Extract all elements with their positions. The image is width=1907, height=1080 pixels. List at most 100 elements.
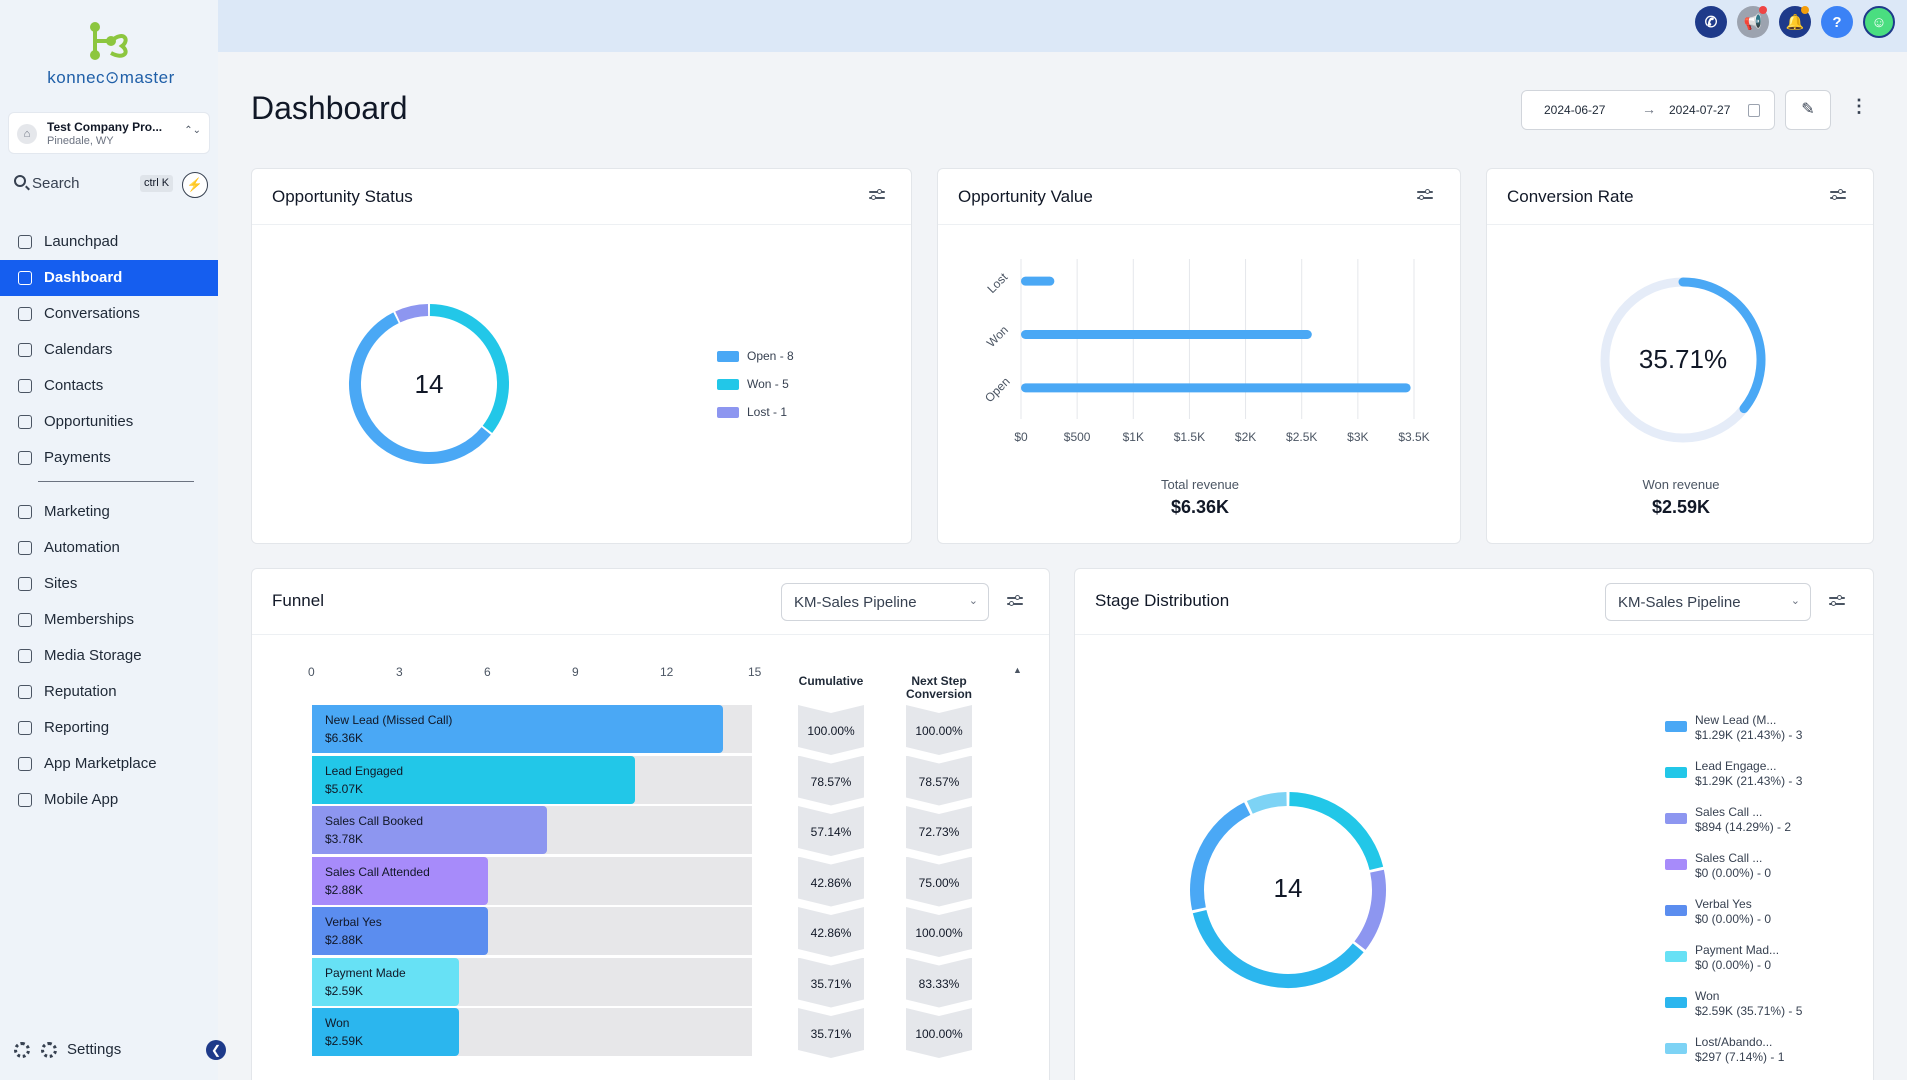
legend-label: Won $2.59K (35.71%) - 5 [1695, 989, 1802, 1019]
funnel-row[interactable]: Payment Made $2.59K [312, 957, 752, 1006]
bar-lost[interactable] [1021, 276, 1055, 286]
sidebar-item-label: Sites [44, 575, 78, 592]
arrow-right-icon: → [1642, 101, 1656, 117]
funnel-row[interactable]: Won $2.59K [312, 1008, 752, 1056]
collapse-sidebar-button[interactable]: ❮ [206, 1040, 226, 1060]
stage-legend-item[interactable]: Verbal Yes $0 (0.00%) - 0 [1665, 897, 1771, 927]
donut-segment[interactable] [349, 312, 491, 464]
sidebar-item-mobile-app[interactable]: Mobile App [0, 782, 218, 818]
stage-legend-item[interactable]: Payment Mad... $0 (0.00%) - 0 [1665, 943, 1779, 973]
funnel-pipeline-select[interactable]: KM-Sales Pipeline ⌄ [781, 583, 989, 621]
sidebar-item-memberships[interactable]: Memberships [0, 602, 218, 638]
sidebar-item-reputation[interactable]: Reputation [0, 674, 218, 710]
x-tick-label: $500 [1064, 430, 1091, 444]
bell-icon[interactable]: 🔔 [1779, 6, 1811, 38]
donut-segment[interactable] [1190, 802, 1251, 911]
legend-swatch [717, 407, 739, 418]
next-step-value: 72.73% [918, 825, 960, 839]
chat-icon [18, 307, 32, 321]
sidebar-item-marketing[interactable]: Marketing [0, 494, 218, 530]
star-icon [18, 685, 32, 699]
stage-pipeline-select[interactable]: KM-Sales Pipeline ⌄ [1605, 583, 1811, 621]
payments-icon [18, 451, 32, 465]
user-avatar[interactable]: ☺ [1863, 6, 1895, 38]
sidebar-item-contacts[interactable]: Contacts [0, 368, 218, 404]
conversion-rate-value: 35.71% [1638, 344, 1728, 374]
filter-settings-icon[interactable] [1007, 595, 1023, 609]
funnel-row[interactable]: Sales Call Booked $3.78K [312, 806, 752, 854]
sidebar-item-calendars[interactable]: Calendars [0, 332, 218, 368]
legend-item[interactable]: Open - 8 [717, 349, 794, 363]
next-step-cell: 100.00% [906, 907, 972, 957]
sidebar-item-reporting[interactable]: Reporting [0, 710, 218, 746]
opportunity-value-card: Opportunity Value $0 $500 $1K $1.5K $2K $2.5K… [937, 168, 1461, 544]
edit-dashboard-button[interactable]: ✎ [1785, 90, 1831, 130]
announcement-icon[interactable]: 📢 [1737, 6, 1769, 38]
sidebar-item-sites[interactable]: Sites [0, 566, 218, 602]
filter-settings-icon[interactable] [1417, 189, 1433, 203]
stage-legend-item[interactable]: New Lead (M... $1.29K (21.43%) - 3 [1665, 713, 1802, 743]
donut-segment[interactable] [1246, 792, 1287, 814]
legend-item[interactable]: Won - 5 [717, 377, 789, 391]
stage-legend-item[interactable]: Sales Call ... $0 (0.00%) - 0 [1665, 851, 1771, 881]
stage-legend-item[interactable]: Won $2.59K (35.71%) - 5 [1665, 989, 1802, 1019]
next-step-cell: 100.00% [906, 1008, 972, 1058]
sidebar-item-opportunities[interactable]: Opportunities [0, 404, 218, 440]
sidebar-item-label: Automation [44, 539, 120, 556]
sidebar-item-label: Media Storage [44, 647, 142, 664]
quick-action-bolt-icon[interactable]: ⚡ [182, 172, 208, 198]
funnel-bar: Sales Call Booked $3.78K [312, 806, 547, 854]
donut-segment[interactable] [1192, 909, 1364, 988]
stage-legend-item[interactable]: Lead Engage... $1.29K (21.43%) - 3 [1665, 759, 1802, 789]
filter-settings-icon[interactable] [1829, 595, 1845, 609]
brand-logo[interactable]: konnec⊙master [36, 18, 186, 90]
settings-link[interactable]: Settings [14, 1038, 214, 1062]
sidebar-item-conversations[interactable]: Conversations [0, 296, 218, 332]
date-range-picker[interactable]: 2024-06-27 → 2024-07-27 [1521, 90, 1775, 130]
x-tick-label: $2K [1235, 430, 1256, 444]
bar-open[interactable] [1021, 383, 1411, 393]
donut-segment[interactable] [1289, 792, 1384, 871]
won-revenue-label: Won revenue [1642, 477, 1720, 492]
x-tick-label: $3K [1347, 430, 1368, 444]
funnel-stage-value: $3.78K [325, 832, 364, 846]
sidebar-item-app-marketplace[interactable]: App Marketplace [0, 746, 218, 782]
filter-settings-icon[interactable] [1830, 189, 1846, 203]
sidebar-item-label: Launchpad [44, 233, 119, 250]
scroll-up-icon[interactable]: ▲ [1013, 665, 1022, 675]
sidebar-item-automation[interactable]: Automation [0, 530, 218, 566]
phone-icon[interactable]: ✆ [1695, 6, 1727, 38]
cumulative-cell: 42.86% [798, 857, 864, 907]
conversion-rate-gauge [1600, 277, 1766, 443]
sidebar-item-dashboard[interactable]: Dashboard [0, 260, 218, 296]
stage-legend-item[interactable]: Sales Call ... $894 (14.29%) - 2 [1665, 805, 1791, 835]
sidebar-item-media-storage[interactable]: Media Storage [0, 638, 218, 674]
cumulative-value: 35.71% [810, 976, 852, 991]
legend-stage-name: Sales Call ... [1695, 805, 1763, 819]
legend-label: Sales Call ... $894 (14.29%) - 2 [1695, 805, 1791, 835]
stage-legend-item[interactable]: Lost/Abando... $297 (7.14%) - 1 [1665, 1035, 1784, 1065]
next-step-value: 100.00% [915, 1027, 963, 1041]
x-tick-label: $0 [1014, 430, 1028, 444]
donut-segment[interactable] [429, 304, 509, 434]
funnel-axis-tick: 0 [308, 665, 315, 679]
legend-item[interactable]: Lost - 1 [717, 405, 787, 419]
total-revenue-label: Total revenue [1160, 477, 1240, 492]
cumulative-value: 42.86% [810, 875, 852, 890]
bar-won[interactable] [1021, 330, 1312, 339]
funnel-row[interactable]: Verbal Yes $2.88K [312, 907, 752, 955]
more-options-icon[interactable]: ⋮ [1850, 96, 1868, 116]
donut-segment[interactable] [1354, 869, 1386, 950]
search-bar[interactable]: Search ctrl K ⚡ [12, 172, 212, 198]
sidebar-item-payments[interactable]: Payments [0, 440, 218, 476]
company-switcher[interactable]: ⌂ Test Company Pro... Pinedale, WY ⌃⌄ [8, 112, 210, 154]
funnel-row[interactable]: New Lead (Missed Call) $6.36K [312, 705, 752, 753]
funnel-stage-name: Payment Made [325, 965, 406, 980]
funnel-row[interactable]: Lead Engaged $5.07K [312, 755, 752, 804]
filter-settings-icon[interactable] [869, 189, 885, 203]
help-icon[interactable]: ? [1821, 6, 1853, 38]
sidebar-item-launchpad[interactable]: Launchpad [0, 224, 218, 260]
donut-segment[interactable] [395, 304, 429, 323]
funnel-row[interactable]: Sales Call Attended $2.88K [312, 856, 752, 905]
legend-label: Won - 5 [747, 377, 789, 391]
